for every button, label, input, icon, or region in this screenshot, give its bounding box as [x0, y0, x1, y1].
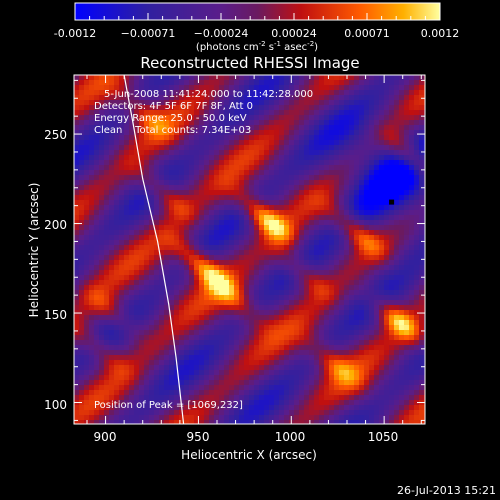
y-tick-label: 250	[44, 128, 67, 142]
detectors-annotation: Detectors: 4F 5F 6F 7F 8F, Att 0	[94, 101, 253, 112]
y-axis-label: Heliocentric Y (arcsec)	[27, 183, 41, 318]
y-tick-label: 200	[44, 218, 67, 232]
time-range-annotation: 5-Jun-2008 11:41:24.000 to 11:42:28.000	[104, 89, 313, 100]
y-tick-label: 150	[44, 308, 67, 322]
x-tick-label: 1050	[368, 430, 399, 444]
colorbar-tick-label: −0.00071	[121, 27, 176, 40]
peak-marker	[389, 199, 395, 205]
colorbar-tick-label: 0.00024	[271, 27, 317, 40]
colorbar-frame	[74, 2, 441, 21]
x-tick-label: 1000	[275, 430, 306, 444]
colorbar-tick-label: −0.00024	[194, 27, 249, 40]
solar-limb-line	[123, 74, 185, 425]
x-tick-label: 900	[94, 430, 117, 444]
energy-annotation: Energy Range: 25.0 - 50.0 keV	[94, 113, 247, 124]
peak-annotation: Position of Peak = [1069,232]	[94, 400, 243, 411]
plot-frame	[73, 74, 426, 425]
heatmap	[74, 75, 425, 424]
chart-title: Reconstructed RHESSI Image	[140, 54, 359, 72]
clean-annotation: Clean Total counts: 7.34E+03	[94, 125, 251, 136]
colorbar-units: (photons cm-2 s-1 asec-2)	[196, 40, 318, 53]
axis-ticks	[74, 75, 425, 424]
x-tick-label: 950	[187, 430, 210, 444]
colorbar	[75, 3, 440, 20]
colorbar-tick-label: 0.00071	[344, 27, 390, 40]
footer-timestamp: 26-Jul-2013 15:21	[397, 484, 496, 497]
y-tick-label: 100	[44, 398, 67, 412]
colorbar-tick-label: 0.0012	[421, 27, 460, 40]
colorbar-tick-labels: -0.0012 −0.00071 −0.00024 0.00024 0.0007…	[54, 27, 459, 40]
colorbar-tick-marks	[74, 13, 441, 20]
colorbar-tick-label: -0.0012	[54, 27, 96, 40]
x-axis-label: Heliocentric X (arcsec)	[181, 448, 317, 462]
